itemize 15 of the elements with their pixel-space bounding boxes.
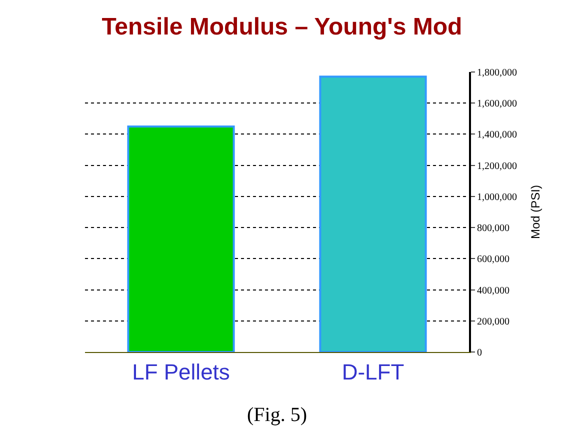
y-tick-label: 600,000 bbox=[477, 254, 510, 266]
y-tick-label: 1,000,000 bbox=[477, 192, 517, 203]
y-tick-label: 1,600,000 bbox=[477, 98, 517, 110]
y-tick-label: 200,000 bbox=[477, 316, 510, 328]
y-tick-label: 1,200,000 bbox=[477, 160, 517, 172]
y-tick-label: 0 bbox=[477, 348, 482, 358]
y-tick-label: 800,000 bbox=[477, 223, 510, 234]
text: (Fig. 5) bbox=[247, 404, 307, 426]
y-axis-title: Mod (PSI) bbox=[528, 184, 542, 240]
x-tick-label: D-LFT bbox=[342, 359, 404, 384]
y-tick-label: 400,000 bbox=[477, 285, 510, 296]
y-tick-label: 1,400,000 bbox=[477, 130, 517, 141]
x-tick-label: LF Pellets bbox=[132, 359, 230, 384]
y-tick-label: 1,800,000 bbox=[477, 68, 517, 78]
chart-title: Tensile Modulus – Young's Mod bbox=[102, 13, 462, 40]
